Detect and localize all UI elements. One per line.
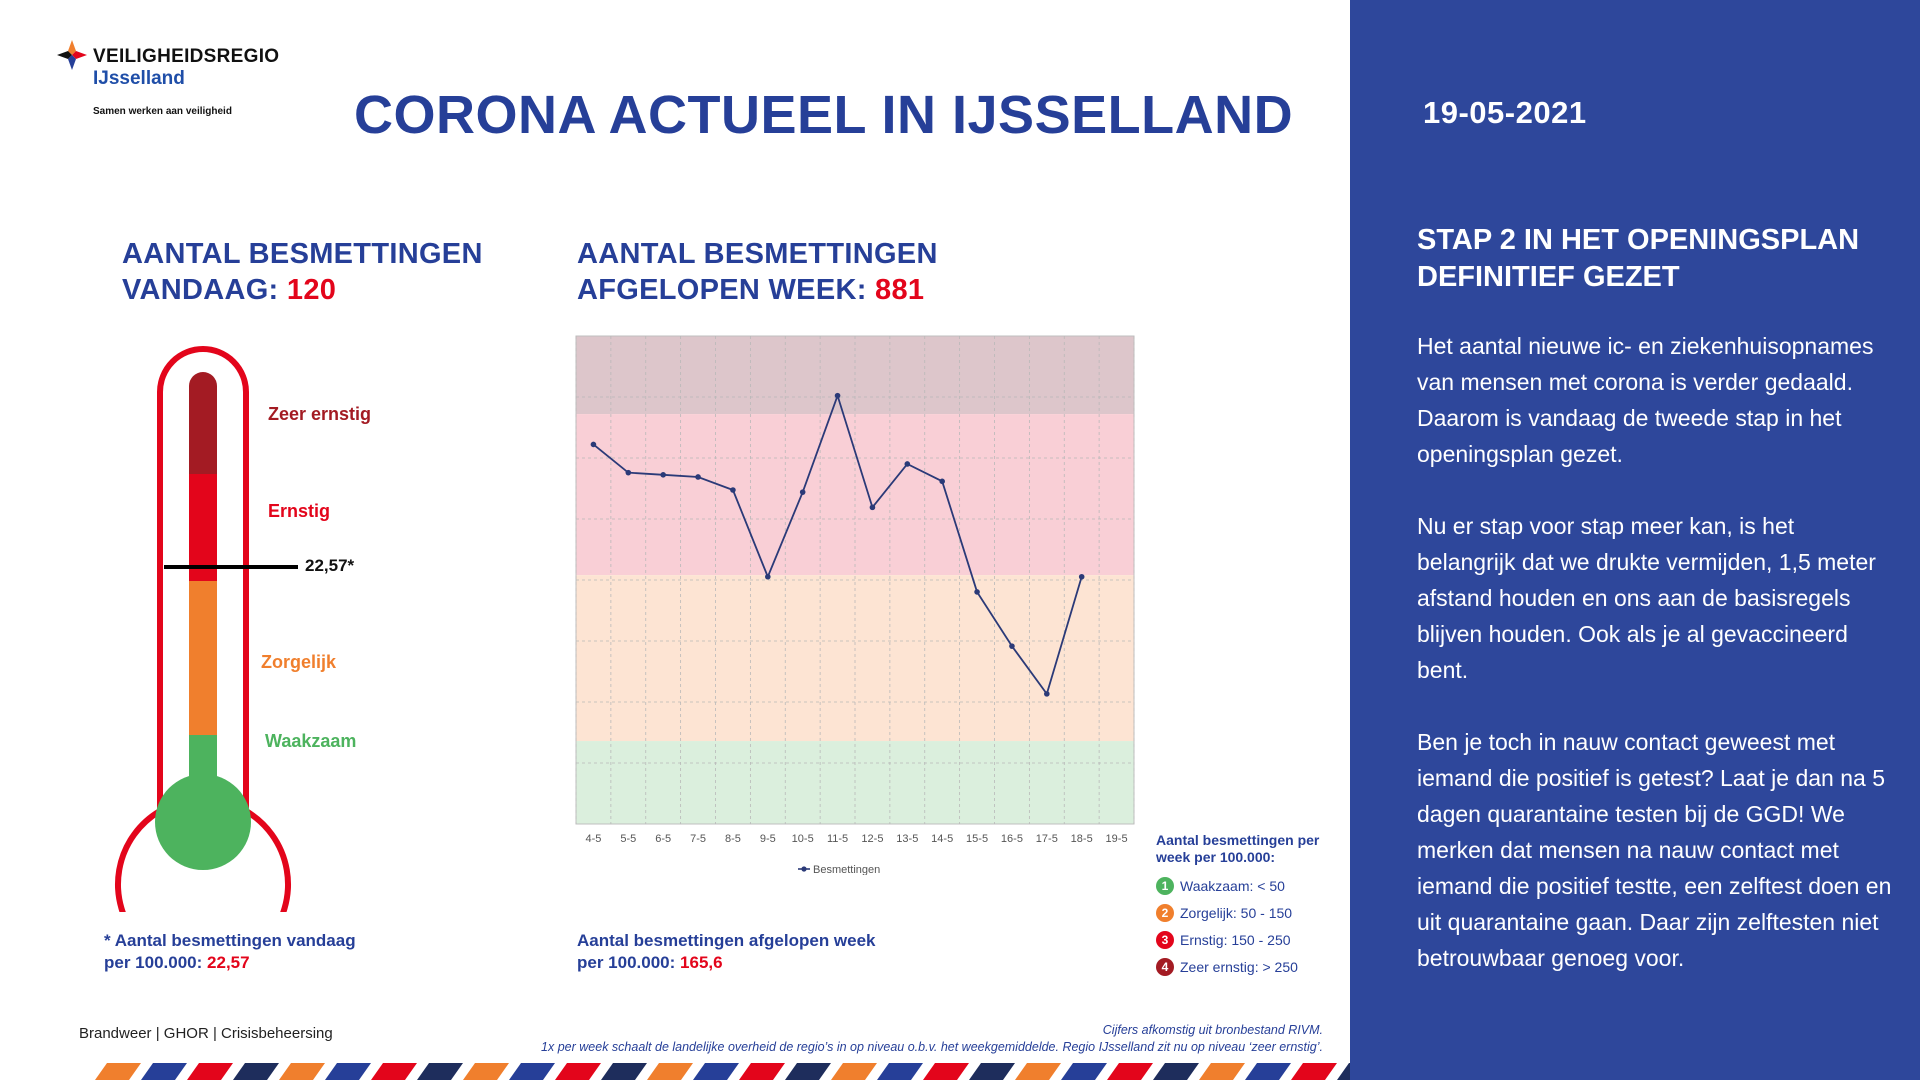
level-zorgelijk-label: Zorgelijk [261,652,337,672]
weekly-chart: 4-5 5-5 6-5 7-5 8-5 9-5 10-5 11-5 12-5 13-5 14-5 15… [560,330,1160,876]
chart-legend-label: Besmettingen [813,864,880,875]
today-note-line1: * Aantal besmettingen vandaag [104,931,356,950]
level-waakzaam-label: Waakzaam [265,731,357,751]
data-point [869,504,876,511]
data-point [974,589,980,595]
week-note-line1: Aantal besmettingen afgelopen week [577,931,876,950]
segment-zorgelijk [189,580,217,735]
region-logo-icon [57,40,87,70]
level-ernstig-label: Ernstig [268,501,331,521]
legend-item: 2 Zorgelijk: 50 - 150 [1156,899,1346,926]
level-zeer-ernstig-label: Zeer ernstig [268,404,372,424]
x-tick-label: 12-5 [861,833,883,845]
news-panel: 19-05-2021 STAP 2 IN HET OPENINGSPLAN DE… [1350,0,1920,1080]
data-point [765,573,771,580]
legend-text: Zorgelijk: 50 - 150 [1180,904,1293,921]
report-date: 19-05-2021 [1423,95,1587,130]
today-value: 120 [286,274,337,306]
x-tick-label: 11-5 [827,833,848,845]
logo-region: IJsselland [93,68,185,89]
today-heading: AANTAL BESMETTINGEN VANDAAG: 120 [122,236,483,308]
source-line2: 1x per week schaalt de landelijke overhe… [541,1040,1323,1054]
legend-text: Ernstig: 150 - 250 [1180,931,1291,948]
data-point [834,392,841,399]
region-logo: VEILIGHEIDSREGIO IJsselland Samen werken… [55,38,315,123]
data-point [660,472,666,478]
x-tick-label: 18-5 [1071,833,1093,845]
legend-number: 1 [1156,876,1174,895]
segment-waakzaam [189,734,217,794]
today-heading-line1: AANTAL BESMETTINGEN [122,238,483,270]
legend-number: 4 [1156,957,1174,976]
legend-text: Waakzaam: < 50 [1180,877,1285,894]
legend-item: 1 Waakzaam: < 50 [1156,872,1346,899]
today-per-100k-note: * Aantal besmettingen vandaag per 100.00… [104,930,356,974]
thermometer-bulb [155,774,251,870]
news-heading: STAP 2 IN HET OPENINGSPLAN DEFINITIEF GE… [1417,224,1860,293]
thermometer-marker-label: 22,57* [305,556,355,575]
x-tick-label: 14-5 [931,833,953,845]
news-body: Het aantal nieuwe ic- en ziekenhuisopnam… [1417,328,1897,1012]
data-point [695,474,701,480]
weekly-chart-svg: 4-5 5-5 6-5 7-5 8-5 9-5 10-5 11-5 12-5 13-5 14-5 15… [575,335,1135,876]
x-tick-label: 5-5 [620,833,636,845]
week-per-100k-value: 165,6 [680,953,723,972]
today-note-line2: per 100.000: [104,953,203,972]
data-point [730,487,736,493]
legend-number: 2 [1156,903,1174,922]
x-tick-label: 8-5 [725,833,741,845]
week-heading-line2: AFGELOPEN WEEK: [577,274,867,306]
today-per-100k-value: 22,57 [207,953,250,972]
today-heading-line2: VANDAAG: [122,274,279,306]
x-tick-label: 15-5 [966,833,988,845]
news-paragraph: Ben je toch in nauw contact geweest met … [1417,729,1892,971]
source-note: Cijfers afkomstig uit bronbestand RIVM. … [541,1022,1323,1056]
data-point [1044,691,1050,697]
data-point [1009,643,1015,649]
legend-number: 3 [1156,930,1174,949]
segment-zeer-ernstig [189,372,217,474]
data-point [625,469,632,476]
segment-ernstig [189,474,217,581]
data-point [939,478,945,485]
x-tick-label: 4-5 [585,833,601,845]
week-value: 881 [875,274,925,306]
data-point [904,461,911,467]
thermometer: Zeer ernstig Ernstig 22,57* Zorgelijk Wa… [108,344,428,973]
level-legend: Aantal besmettingen per week per 100.000… [1156,832,1346,980]
legend-item: 3 Ernstig: 150 - 250 [1156,926,1346,953]
news-paragraph: Het aantal nieuwe ic- en ziekenhuisopnam… [1417,333,1874,467]
x-tick-label: 16-5 [1001,833,1023,845]
data-point [590,441,597,448]
x-tick-label: 17-5 [1036,833,1058,845]
legend-item: 4 Zeer ernstig: > 250 [1156,953,1346,980]
page-title: CORONA ACTUEEL IN IJSSELLAND [354,85,1294,145]
x-tick-label: 6-5 [655,833,671,845]
x-tick-label: 13-5 [896,833,918,845]
data-point [799,489,806,495]
week-note-line2: per 100.000: [577,953,676,972]
organisations-line: Brandweer | GHOR | Crisisbeheersing [79,1025,333,1042]
x-tick-label: 10-5 [792,833,814,845]
x-tick-label: 7-5 [690,833,706,845]
logo-name: VEILIGHEIDSREGIO [93,46,280,67]
legend-text: Zeer ernstig: > 250 [1180,958,1298,975]
logo-tagline: Samen werken aan veiligheid [93,106,232,117]
news-paragraph: Nu er stap voor stap meer kan, is het be… [1417,513,1876,683]
week-per-100k-note: Aantal besmettingen afgelopen week per 1… [577,930,876,974]
x-tick-label: 19-5 [1106,833,1128,845]
week-heading-line1: AANTAL BESMETTINGEN [577,238,938,270]
thermometer-graphic [115,346,298,973]
data-point [1078,573,1085,580]
x-tick-label: 9-5 [760,833,776,845]
legend-title: Aantal besmettingen per week per 100.000… [1156,832,1320,865]
chart-legend-marker [801,866,807,872]
source-line1: Cijfers afkomstig uit bronbestand RIVM. [1102,1023,1323,1037]
week-heading: AANTAL BESMETTINGEN AFGELOPEN WEEK: 881 [577,236,938,308]
